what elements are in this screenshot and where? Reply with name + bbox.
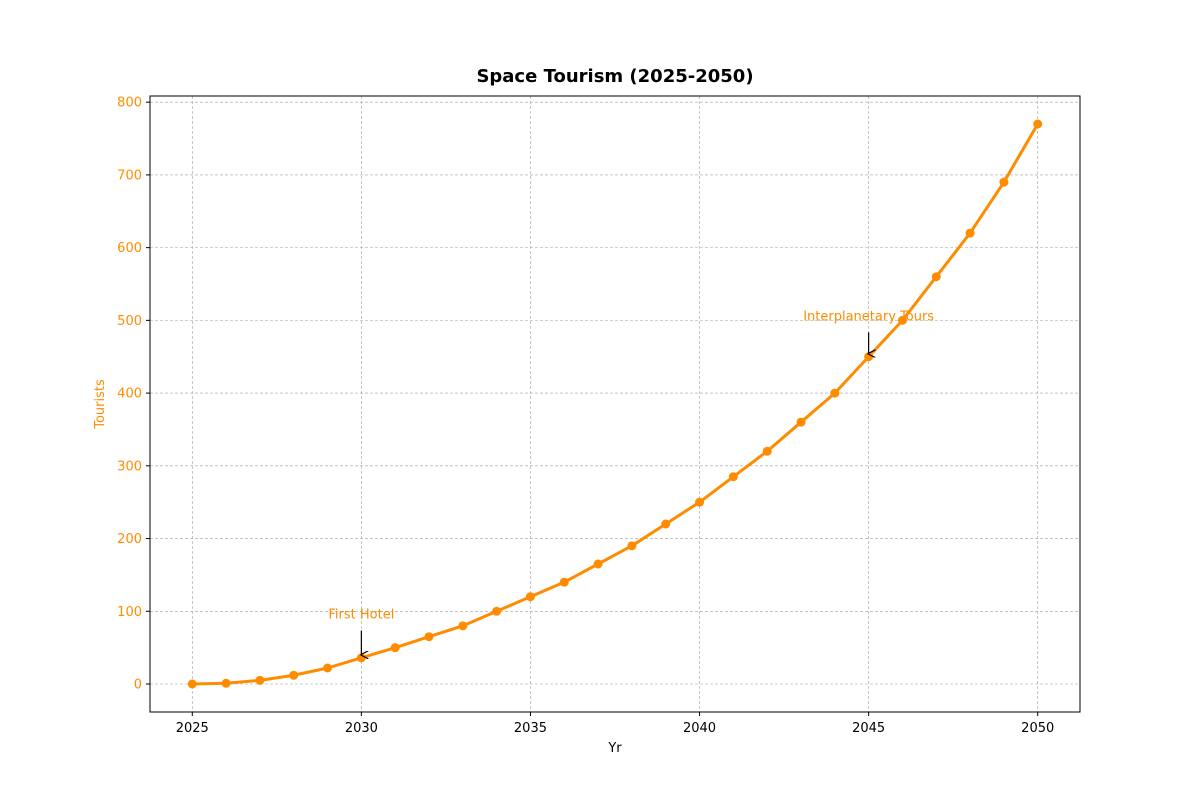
data-point: [424, 632, 434, 642]
grid: [150, 96, 1080, 712]
y-tick-label: 400: [117, 387, 142, 402]
y-tick-label: 500: [117, 314, 142, 329]
x-tick-label: 2030: [345, 721, 378, 736]
y-tick-label: 600: [117, 241, 142, 256]
data-point: [323, 663, 333, 673]
data-point: [627, 541, 637, 551]
y-axis-ticks: 0 100 200 300 400 500 600 700 800: [117, 96, 150, 693]
x-tick-label: 2025: [176, 721, 209, 736]
data-point: [559, 577, 569, 587]
data-point: [999, 177, 1009, 187]
data-point: [221, 678, 231, 688]
data-point: [897, 315, 907, 325]
data-point: [187, 679, 197, 689]
data-point: [762, 446, 772, 456]
data-point: [525, 592, 535, 602]
data-point: [796, 417, 806, 427]
x-tick-label: 2035: [514, 721, 547, 736]
annotation-label: Interplanetary Tours: [803, 309, 934, 324]
data-point: [728, 472, 738, 482]
y-axis-label: Tourists: [93, 379, 108, 430]
series: [187, 119, 1043, 689]
data-point: [830, 388, 840, 398]
data-point: [255, 675, 265, 685]
x-axis-ticks: 2025 2030 2035 2040 2045 2050: [176, 712, 1054, 736]
x-axis-label: Yr: [607, 741, 622, 756]
y-tick-label: 700: [117, 168, 142, 183]
y-tick-label: 200: [117, 532, 142, 547]
series-line: [190, 122, 1040, 686]
data-point: [1033, 119, 1043, 129]
data-point: [965, 228, 975, 238]
annotation-label: First Hotel: [328, 608, 394, 623]
data-point: [593, 559, 603, 569]
x-tick-label: 2040: [683, 721, 716, 736]
y-tick-label: 300: [117, 459, 142, 474]
data-point: [661, 519, 671, 529]
x-tick-label: 2050: [1021, 721, 1054, 736]
data-point: [931, 272, 941, 282]
annotations: First Hotel Interplanetary Tours: [328, 309, 934, 654]
y-tick-label: 100: [117, 605, 142, 620]
data-point: [458, 621, 468, 631]
y-tick-label: 0: [134, 678, 142, 693]
data-point: [390, 643, 400, 653]
data-point: [289, 670, 299, 680]
plot-frame: [149, 95, 1081, 713]
data-point: [492, 606, 502, 616]
y-tick-label: 800: [117, 96, 142, 111]
chart-title: Space Tourism (2025-2050): [476, 66, 753, 87]
data-point: [695, 497, 705, 507]
x-tick-label: 2045: [852, 721, 885, 736]
